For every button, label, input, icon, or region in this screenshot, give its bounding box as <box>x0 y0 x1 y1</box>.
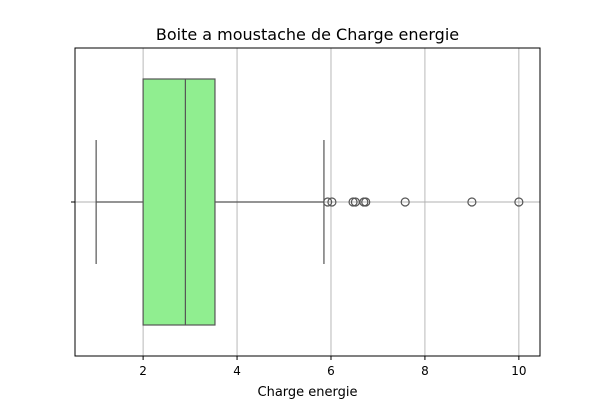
x-axis-label: Charge energie <box>258 385 358 400</box>
outlier-point <box>400 197 410 207</box>
x-tick-label: 8 <box>421 364 429 378</box>
x-tick-label: 4 <box>233 364 241 378</box>
x-tick-label: 2 <box>139 364 147 378</box>
outlier-point <box>323 197 333 207</box>
outlier-point <box>348 197 358 207</box>
outlier-point <box>361 197 371 207</box>
x-tick-label: 6 <box>327 364 335 378</box>
chart-title: Boite a moustache de Charge energie <box>156 25 459 44</box>
outlier-point <box>327 197 337 207</box>
outlier-points <box>323 197 524 207</box>
x-axis-ticks: 2 4 6 8 10 <box>139 356 527 378</box>
x-tick-label: 10 <box>511 364 526 378</box>
outlier-point <box>467 197 477 207</box>
outlier-point <box>514 197 524 207</box>
box-iqr <box>142 78 216 326</box>
box-plot <box>95 78 325 326</box>
